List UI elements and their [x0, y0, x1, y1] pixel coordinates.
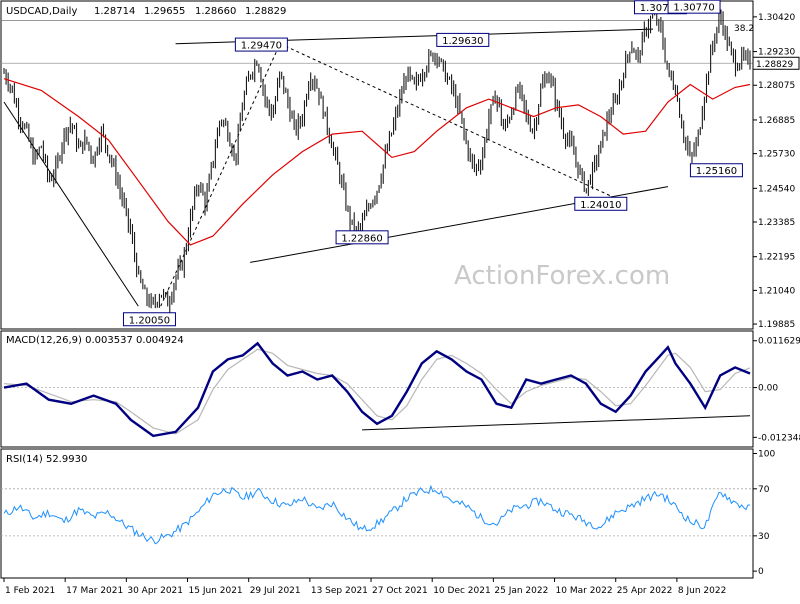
rsi-axis-tick-label: 70: [758, 485, 770, 495]
price-annotation-label: 1.30750: [640, 3, 681, 14]
price-axis-tick-label: 1.26885: [758, 116, 795, 126]
price-annotation-label: 1.30770: [673, 3, 714, 14]
price-axis-tick-label: 1.24540: [758, 184, 795, 194]
price-axis-tick-label: 1.25730: [758, 150, 795, 160]
x-axis-tick-label: 17 Mar 2021: [66, 586, 123, 596]
last-price-box: [752, 56, 800, 70]
price-axis-tick-label: 1.28075: [758, 81, 795, 91]
macd-axis-tick-label: 0.00: [758, 384, 778, 394]
price-axis-tick-label: 1.19885: [758, 320, 795, 330]
price-axis-tick-label: 1.21040: [758, 286, 795, 296]
price-annotation-box: [335, 230, 389, 245]
price-axis-tick-label: 1.23385: [758, 218, 795, 228]
last-price-label: 1.28829: [756, 60, 793, 70]
price-axis-tick-label: 1.29230: [758, 48, 795, 58]
x-axis-tick-label: 27 Oct 2021: [372, 586, 428, 596]
price-annotation-label: 1.20050: [129, 315, 170, 326]
watermark: ActionForex.com: [454, 261, 670, 291]
price-annotation-label: 1.25160: [696, 166, 737, 177]
price-annotation-box: [689, 163, 743, 178]
price-header-close: 1.28829: [245, 6, 286, 17]
price-header-symbol: USDCAD,Daily: [6, 6, 77, 17]
trendline: [3, 101, 139, 307]
rsi-axis-tick-label: 30: [758, 532, 770, 542]
rsi-header: RSI(14) 52.9930: [6, 454, 87, 465]
x-axis-tick-label: 8 Jun 2022: [678, 586, 726, 596]
macd-line: [3, 341, 751, 438]
rsi-axis-tick-label: 0: [758, 567, 764, 577]
price-axis-tick-label: 1.30420: [758, 13, 795, 23]
x-axis-tick-label: 10 Dec 2021: [433, 586, 491, 596]
x-axis-tick-label: 13 Sep 2021: [311, 586, 368, 596]
price-header-low: 1.28660: [195, 6, 236, 17]
macd-axis-tick-label: -0.012348: [758, 433, 800, 443]
price-annotation-label: 1.29630: [442, 36, 483, 47]
price-annotation-label: 1.22860: [341, 233, 382, 244]
x-axis-tick-label: 25 Jan 2022: [494, 586, 548, 596]
x-axis-tick-label: 15 Jun 2021: [189, 586, 243, 596]
price-annotation-box: [122, 312, 176, 327]
rsi-axis-tick-label: 100: [758, 450, 775, 460]
price-annotation-box: [234, 37, 288, 52]
dashed-trendline: [279, 43, 616, 199]
macd-panel: [0, 330, 754, 448]
price-annotation-label: 1.24010: [580, 200, 621, 211]
x-axis-tick-label: 29 Jul 2021: [250, 586, 301, 596]
macd-header: MACD(12,26,9) 0.003537 0.004924: [6, 335, 184, 346]
price-axis-tick-label: 1.22195: [758, 253, 795, 263]
x-axis-tick-label: 30 Apr 2021: [127, 586, 183, 596]
x-axis-tick-label: 10 Mar 2022: [556, 586, 613, 596]
price-header-open: 1.28714: [94, 6, 135, 17]
moving-average-line: [3, 78, 751, 246]
rsi-line: [3, 484, 751, 545]
price-annotation-box: [436, 32, 490, 47]
macd-axis-tick-label: 0.011629: [758, 337, 800, 347]
macd-trendline: [362, 415, 751, 431]
rsi-panel: [0, 448, 754, 579]
price-annotation-box: [574, 196, 628, 211]
x-axis-tick-label: 1 Feb 2021: [5, 586, 55, 596]
price-header-high: 1.29655: [144, 6, 185, 17]
fib-label: 38.2: [734, 24, 754, 34]
price-annotation-label: 1.29470: [241, 41, 282, 52]
x-axis-tick-label: 25 Apr 2022: [617, 586, 673, 596]
price-annotation-box: [667, 0, 721, 14]
